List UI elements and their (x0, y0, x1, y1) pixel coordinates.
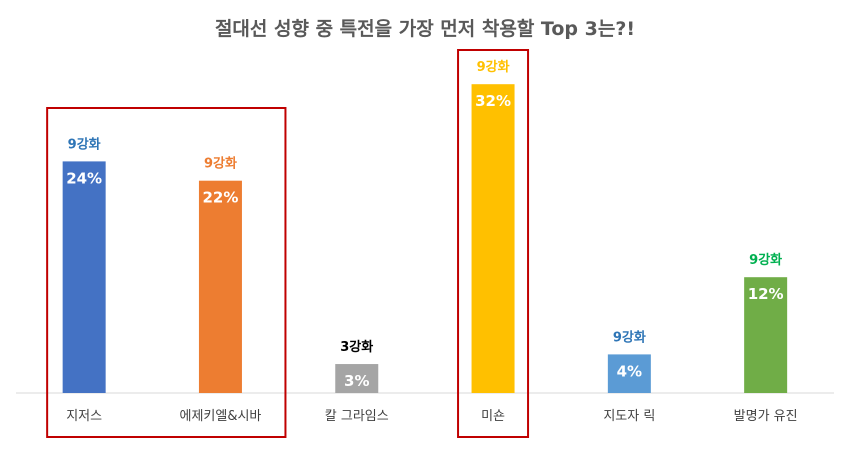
data-label: 32% (475, 92, 511, 110)
tier-label: 9강화 (68, 136, 101, 152)
category-tick-label: 칼 그라임스 (325, 409, 389, 424)
category-tick-label: 에제키엘&시바 (179, 409, 261, 424)
category-tick-label: 지저스 (66, 409, 102, 424)
bar (198, 180, 242, 393)
tier-label: 9강화 (204, 156, 237, 172)
data-label: 12% (748, 285, 784, 303)
data-label: 4% (617, 362, 642, 380)
bar (744, 277, 788, 393)
data-label: 24% (66, 169, 102, 187)
category-tick-label: 미숀 (481, 409, 505, 424)
tier-label: 9강화 (613, 329, 646, 345)
tier-label: 9강화 (749, 252, 782, 268)
highlight-box (457, 49, 530, 438)
bar (471, 84, 515, 393)
data-label: 22% (202, 189, 238, 207)
bar (607, 354, 651, 393)
highlight-box (46, 107, 287, 438)
bar (62, 161, 106, 393)
category-tick-label: 지도자 릭 (603, 409, 655, 424)
chart-title: 절대선 성향 중 특전을 가장 먼저 착용할 Top 3는?! (214, 18, 636, 40)
tier-label: 3강화 (340, 339, 373, 355)
bar (335, 364, 379, 393)
category-tick-label: 발명가 유진 (734, 409, 798, 424)
data-label: 3% (344, 372, 369, 390)
tier-label: 9강화 (477, 59, 510, 75)
